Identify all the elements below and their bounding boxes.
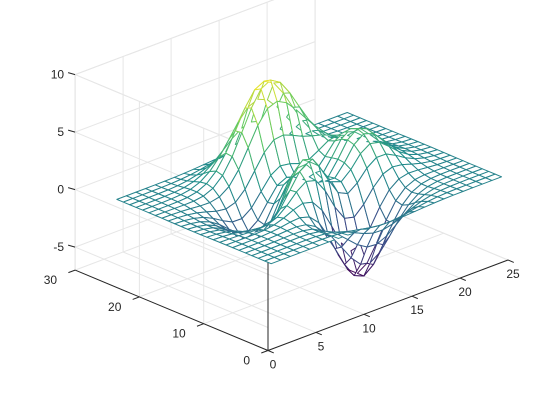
wall-gridline-z: [74, 0, 275, 76]
x-tick-label: 5: [318, 339, 325, 353]
z-tick-label: -5: [53, 240, 64, 254]
x-tick-mark: [315, 331, 322, 336]
y-tick-mark: [132, 296, 140, 300]
tick-labels: 0 5 10 15 20 25 0 10 20 30 -5 0 5 10: [44, 68, 520, 372]
x-tick-mark: [459, 277, 466, 281]
y-tick-mark: [261, 350, 269, 354]
z-tick-mark: [67, 129, 76, 133]
y-tick-label: 20: [108, 300, 122, 314]
x-tick-mark: [363, 313, 370, 318]
x-axis-line: [267, 259, 509, 351]
wall-gridline-z: [74, 41, 316, 133]
z-tick-mark: [67, 244, 76, 248]
y-tick-label: 30: [44, 273, 58, 287]
x-tick-label: 20: [458, 285, 472, 299]
y-tick-label: 10: [172, 327, 186, 341]
floor-gridline-y: [203, 232, 444, 325]
z-tick-label: 10: [51, 68, 65, 82]
x-tick-label: 10: [362, 321, 376, 335]
z-tick-mark: [67, 72, 76, 76]
z-tick-label: 5: [57, 125, 64, 139]
x-tick-mark: [267, 350, 274, 354]
y-tick-mark: [196, 323, 204, 327]
mesh-surface: [116, 79, 503, 277]
y-axis-line: [74, 269, 269, 351]
x-tick-label: 25: [506, 267, 520, 281]
box-edge: [74, 0, 275, 76]
wall-gridline-z: [74, 246, 269, 328]
z-tick-mark: [67, 187, 76, 191]
y-tick-label: 0: [243, 354, 250, 368]
x-tick-label: 15: [410, 303, 424, 317]
x-tick-label: 0: [270, 358, 277, 372]
mesh-cell: [485, 173, 503, 181]
y-tick-mark: [68, 269, 76, 274]
floor-gridline-x: [122, 251, 317, 333]
x-tick-mark: [411, 295, 418, 300]
x-tick-mark: [507, 259, 514, 263]
z-tick-label: 0: [57, 183, 64, 197]
